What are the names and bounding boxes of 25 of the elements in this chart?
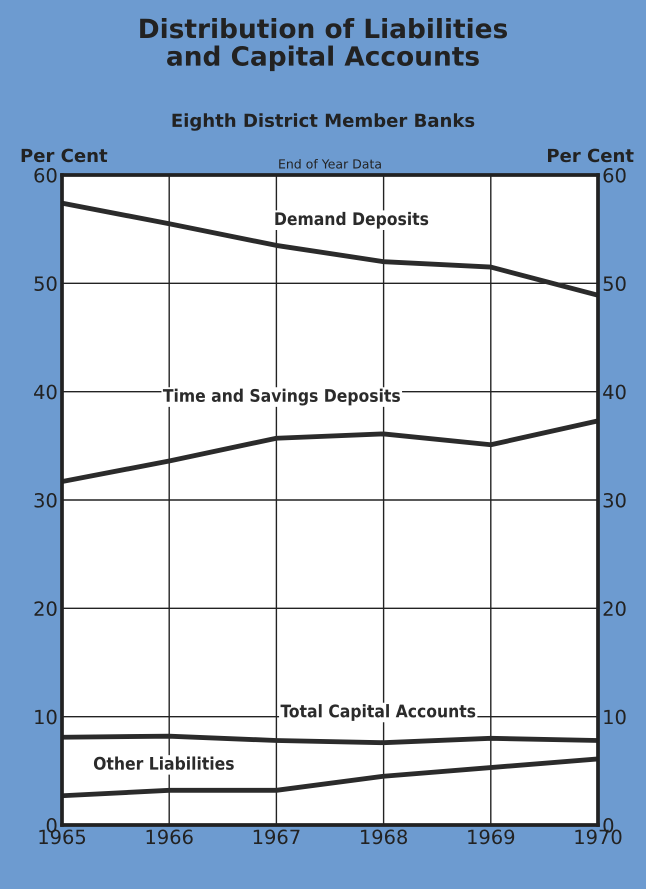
y2-tick-label: 60	[604, 168, 626, 183]
y2-tick-label: 20	[604, 601, 626, 616]
y-tick-label: 40	[34, 384, 57, 400]
text: End of Year Data	[279, 158, 381, 169]
series-label: Demand Deposits	[275, 212, 428, 229]
x-tick-label: 1969	[468, 830, 514, 844]
series-label: Other Liabilities	[94, 756, 234, 770]
y2-tick-label: 40	[603, 384, 626, 400]
y-tick-label: 60	[34, 168, 57, 183]
y-axis-title: Per Cent	[22, 148, 108, 162]
chart-subtitle: Eighth District Member Banks	[172, 113, 474, 131]
y2-tick-label: 30	[604, 492, 626, 508]
y2-axis-title: Per Cent	[548, 148, 634, 162]
x-tick-label: 1968	[360, 830, 408, 844]
y-tick-label: 50	[34, 276, 57, 291]
y-tick-label: 20	[34, 601, 57, 616]
y2-tick-label: 10	[604, 710, 626, 724]
series-label: Time and Savings Deposits	[162, 388, 400, 406]
y-tick-label: 10	[35, 710, 57, 724]
y2-tick-label: 50	[604, 276, 626, 291]
y-tick-label: 30	[34, 492, 57, 508]
x-tick-label: 1967	[254, 830, 300, 844]
series-label: Total Capital Accounts	[280, 704, 476, 721]
x-tick-label: 1966	[146, 830, 193, 844]
chart-title: Distribution of Liabilities and Capital Accounts	[140, 18, 508, 72]
